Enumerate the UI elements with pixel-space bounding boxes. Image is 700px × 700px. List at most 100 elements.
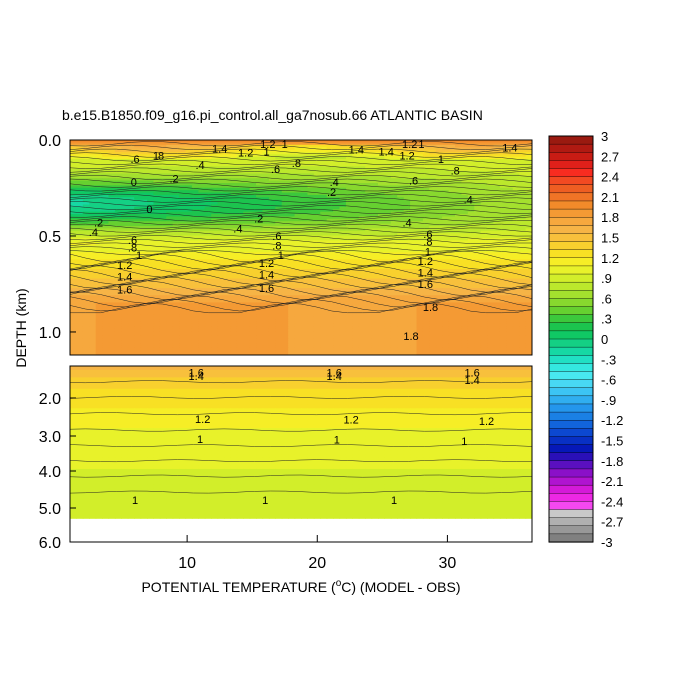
colorbar-swatch (548, 143, 594, 153)
colorbar-swatch (548, 306, 594, 316)
colorbar-swatch (548, 533, 594, 543)
contour-label: 1 (278, 250, 284, 262)
colorbar-swatch (548, 379, 594, 389)
contour-label: 1 (197, 434, 203, 446)
contour-label: 1.4 (349, 145, 364, 157)
colorbar-swatch (548, 265, 594, 275)
contour-label: 0 (146, 204, 152, 216)
colorbar-swatch (548, 233, 594, 243)
contour-label: .4 (233, 223, 242, 235)
contour-label: 1 (263, 147, 269, 159)
contour-label: .6 (409, 175, 418, 187)
colorbar-swatch (548, 460, 594, 470)
colorbar-swatch (548, 168, 594, 178)
contour-label: 1.4 (379, 147, 394, 159)
colorbar-label: 1.2 (601, 251, 619, 266)
y-tick-label: 3.0 (39, 429, 61, 446)
colorbar-swatch (548, 184, 594, 194)
colorbar-label: -2.7 (601, 515, 623, 530)
colorbar-label: -1.5 (601, 434, 623, 449)
contour-label: 8 (158, 150, 164, 162)
colorbar-swatch (548, 281, 594, 291)
contour-label: .8 (423, 237, 432, 249)
contour-label: .2 (94, 218, 103, 230)
colorbar-swatch (548, 216, 594, 226)
lower-panel-frame (69, 365, 533, 543)
colorbar-label: .3 (601, 312, 612, 327)
contour-label: 1.4 (327, 371, 342, 383)
colorbar-swatch (548, 436, 594, 446)
upper-panel-frame (69, 139, 533, 356)
contour-label: 1.2 (260, 139, 275, 151)
colorbar-label: -1.2 (601, 413, 623, 428)
contour-label: 1 (132, 495, 138, 507)
contour-label: 1.2 (343, 415, 358, 427)
contour-label: 1 (334, 435, 340, 447)
y-tick-label: 0.5 (39, 229, 61, 246)
contour-label: 1.2 (259, 258, 274, 270)
colorbar-swatch (548, 403, 594, 413)
contour-label: 1 (262, 495, 268, 507)
contour-label: 1.2 (402, 139, 417, 151)
contour-label: 1.6 (189, 368, 204, 380)
colorbar-swatch (548, 420, 594, 429)
colorbar-swatch (548, 355, 594, 364)
colorbar-label: -1.8 (601, 454, 623, 469)
colorbar-swatch (548, 290, 594, 299)
contour-label: .2 (254, 214, 263, 226)
colorbar-swatch (548, 241, 594, 251)
contour-label: 1.8 (403, 331, 418, 343)
y-axis: 0.0 0.5 1.0 2.0 3.0 4.0 5.0 6.0 (39, 133, 76, 552)
contour-label: 1.2 (195, 414, 210, 426)
contour-label: 1.2 (117, 260, 132, 272)
contour-label: 1.4 (212, 144, 227, 156)
contour-label: 1.2 (479, 416, 494, 428)
x-axis-label: POTENTIAL TEMPERATURE (oC) (MODEL - OBS) (141, 578, 460, 595)
contour-label: 1 (461, 436, 467, 448)
y-tick-label: 5.0 (39, 501, 61, 518)
colorbar-label: 2.1 (601, 190, 619, 205)
colorbar-label: .6 (601, 291, 612, 306)
colorbar-swatch (548, 371, 594, 381)
colorbar-label: 2.4 (601, 170, 619, 185)
contour-label: .6 (272, 231, 281, 243)
colorbar-swatch (548, 273, 594, 283)
contour-label: .4 (330, 177, 339, 189)
contour-label: 1 (425, 246, 431, 258)
colorbar-swatch (548, 411, 594, 421)
contour-labels: 1.2 1 1.2 11.4 1.2 1 1.4 1.4 1.21.41.6 1 8.8.4.6.8… (89, 139, 518, 507)
colorbar-label: 1.5 (601, 231, 619, 246)
y-tick-label: 6.0 (39, 535, 61, 552)
colorbar-swatch (548, 322, 594, 332)
colorbar-label: -.6 (601, 373, 616, 388)
colorbar-swatch (548, 468, 594, 478)
contour-label: 1.4 (189, 371, 204, 383)
colorbar-label: -3 (601, 535, 613, 550)
contour-label: 1.4 (117, 271, 132, 283)
colorbar-label: 0 (601, 332, 608, 347)
contour-label: .2 (327, 187, 336, 199)
colorbar-swatch (548, 298, 594, 308)
contour-label: 1 (153, 150, 159, 162)
y-tick-label: 4.0 (39, 464, 61, 481)
colorbar-swatch (548, 517, 594, 527)
x-tick-label: 20 (308, 555, 326, 572)
contour-label: .8 (451, 166, 460, 178)
contour-label: .4 (89, 227, 98, 239)
contour-label: 1 (391, 495, 397, 507)
colorbar-swatch (548, 200, 594, 210)
colorbar-swatch (548, 525, 594, 535)
upper-depth-panel (70, 140, 532, 355)
colorbar-swatch (548, 493, 594, 502)
colorbar-label: -2.1 (601, 474, 623, 489)
lower-depth-panel (70, 366, 532, 519)
contour-label: .6 (131, 154, 140, 166)
contour-label: .4 (464, 195, 473, 207)
colorbar-swatch (548, 257, 594, 267)
colorbar-swatch (548, 176, 594, 186)
colorbar-label: 1.8 (601, 210, 619, 225)
colorbar-swatch (548, 444, 594, 454)
colorbar-swatch (548, 452, 594, 462)
chart-title: b.e15.B1850.f09_g16.pi_control.all_ga7no… (62, 107, 483, 123)
